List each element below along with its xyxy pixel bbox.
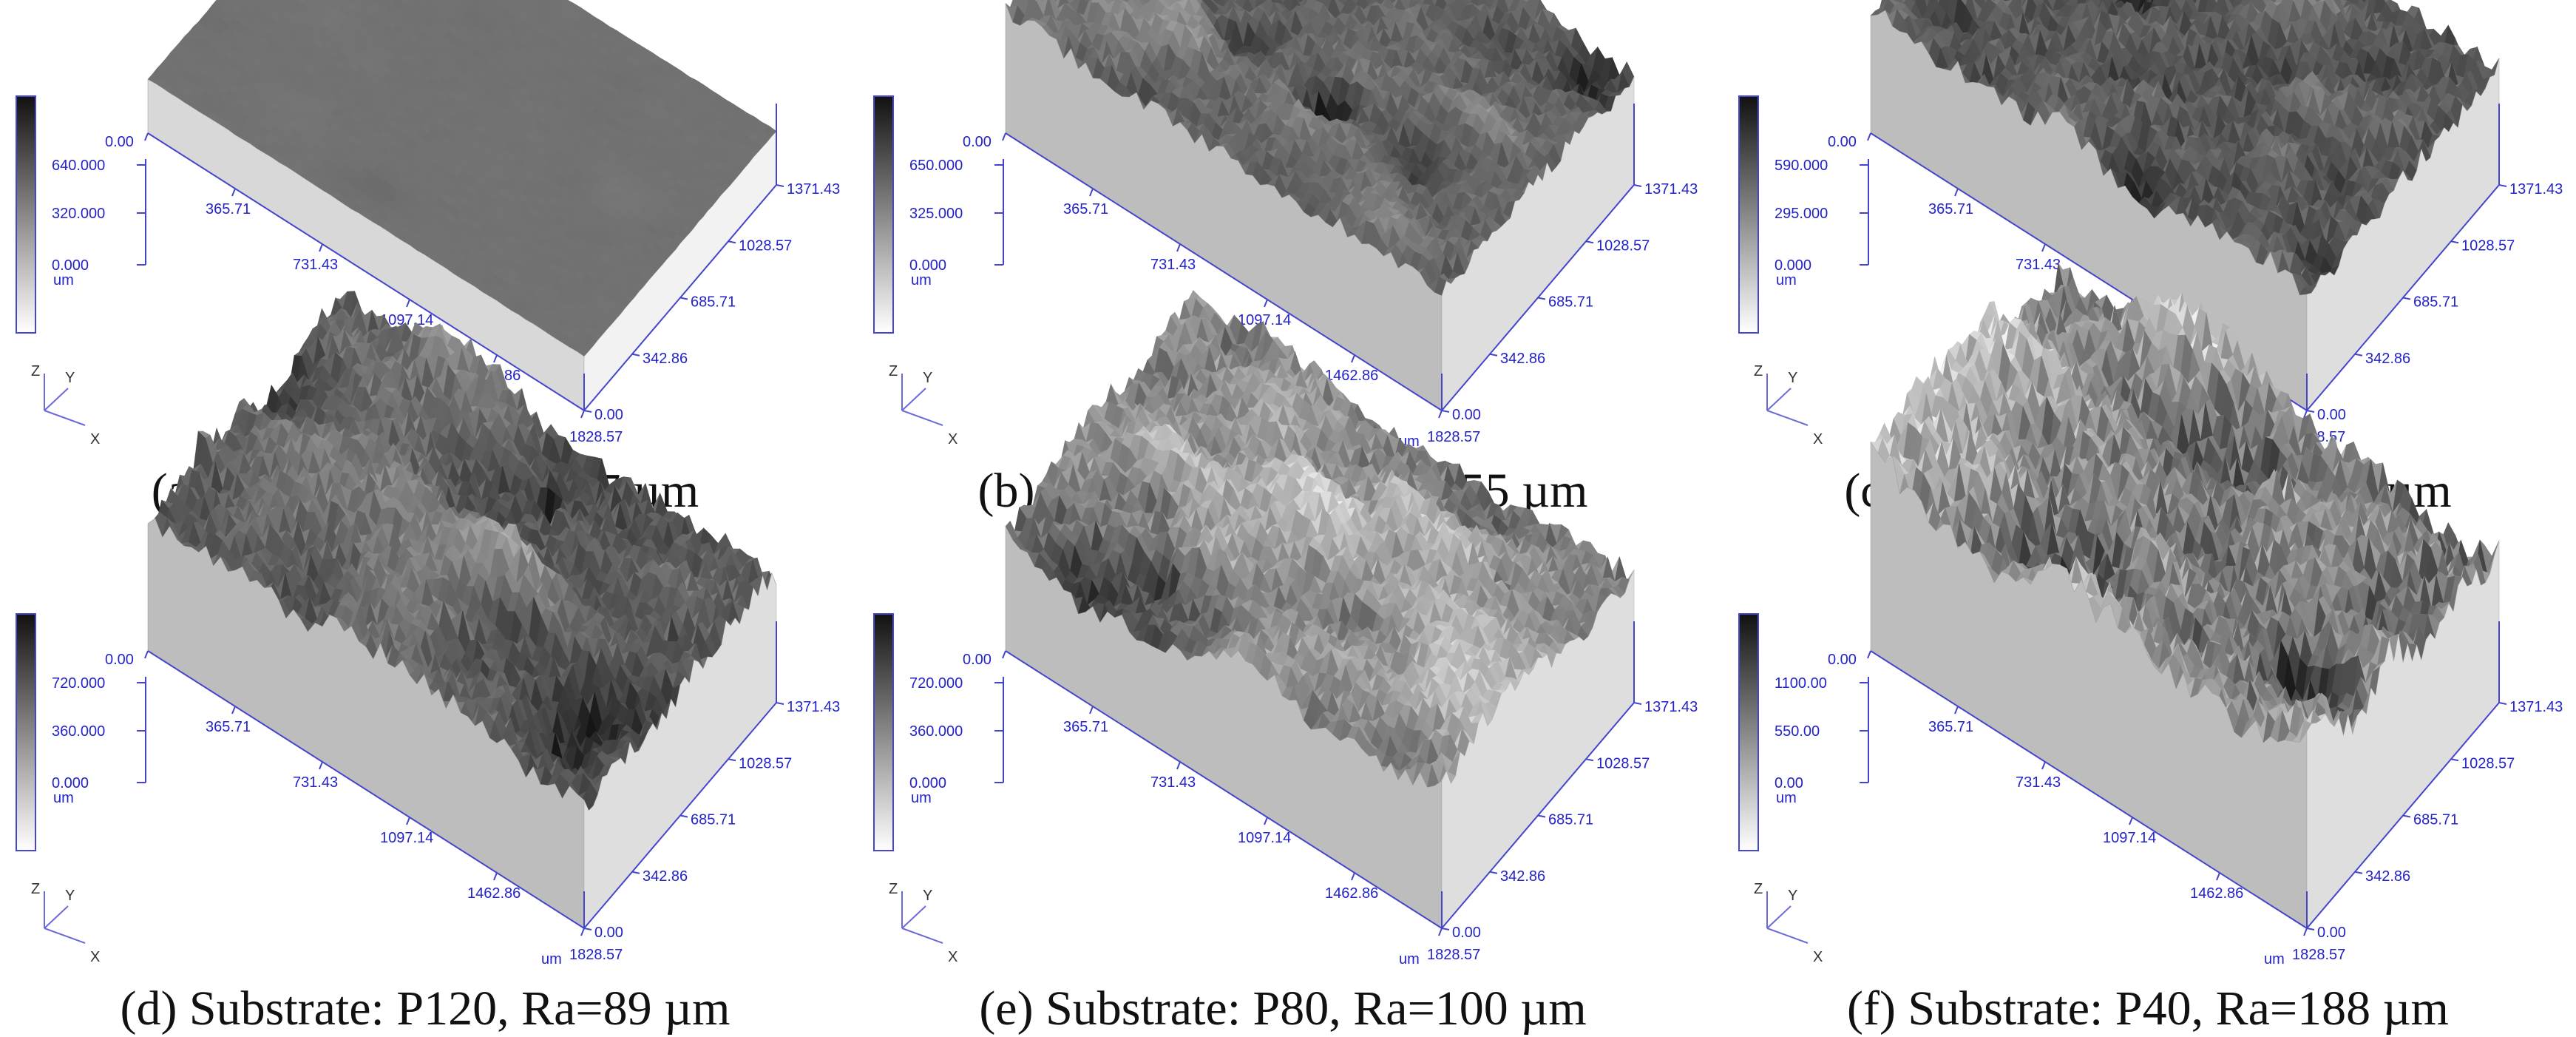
colorbar-unit: um: [53, 272, 74, 288]
y-tick-label: 342.86: [643, 351, 688, 367]
x-tick: [493, 354, 498, 363]
y-tick-label: 0.00: [594, 407, 623, 423]
y-tick-label: 1371.43: [787, 181, 840, 197]
axis-triad: Z Y X: [31, 363, 100, 447]
colorbar-tick-label: 640.000: [52, 158, 105, 174]
colorbar-unit: um: [911, 272, 932, 288]
colorbar-tick-label: 0.000: [52, 257, 89, 274]
x-tick: [144, 132, 149, 141]
triad-z-label: Z: [31, 363, 40, 379]
triad-x-label: X: [90, 431, 100, 447]
y-tick-label: 685.71: [691, 294, 736, 311]
y-tick: [679, 297, 688, 300]
y-tick: [583, 410, 592, 413]
y-tick: [631, 353, 640, 357]
x-tick: [231, 188, 236, 197]
x-tick-label: 731.43: [293, 257, 338, 273]
x-tick-label: 1828.57: [569, 429, 623, 445]
colorbar-tick-label: 0.000: [909, 257, 946, 274]
triad-y-label: Y: [65, 370, 75, 386]
triad-y-line: [44, 388, 69, 411]
x-tick: [406, 299, 410, 308]
x-tick-label: 0.00: [105, 134, 134, 150]
x-tick-label: 365.71: [206, 201, 251, 217]
y-tick: [728, 240, 736, 244]
x-tick: [319, 243, 323, 252]
y-tick-label: 1028.57: [739, 237, 792, 254]
colorbar-tick-label: 650.000: [909, 158, 963, 174]
colorbar-gradient: [16, 95, 36, 334]
colorbar-tick-label: 325.000: [909, 206, 963, 222]
surface-plot: [147, 0, 777, 411]
triad-x-line: [44, 410, 86, 426]
y-tick: [776, 184, 784, 187]
colorbar-tick-label: 320.000: [52, 206, 105, 222]
colorbar-gradient: [873, 95, 894, 334]
x-tick: [580, 410, 585, 419]
panel-a: 640.000320.0000.000um0.00365.71731.43109…: [16, 0, 840, 518]
